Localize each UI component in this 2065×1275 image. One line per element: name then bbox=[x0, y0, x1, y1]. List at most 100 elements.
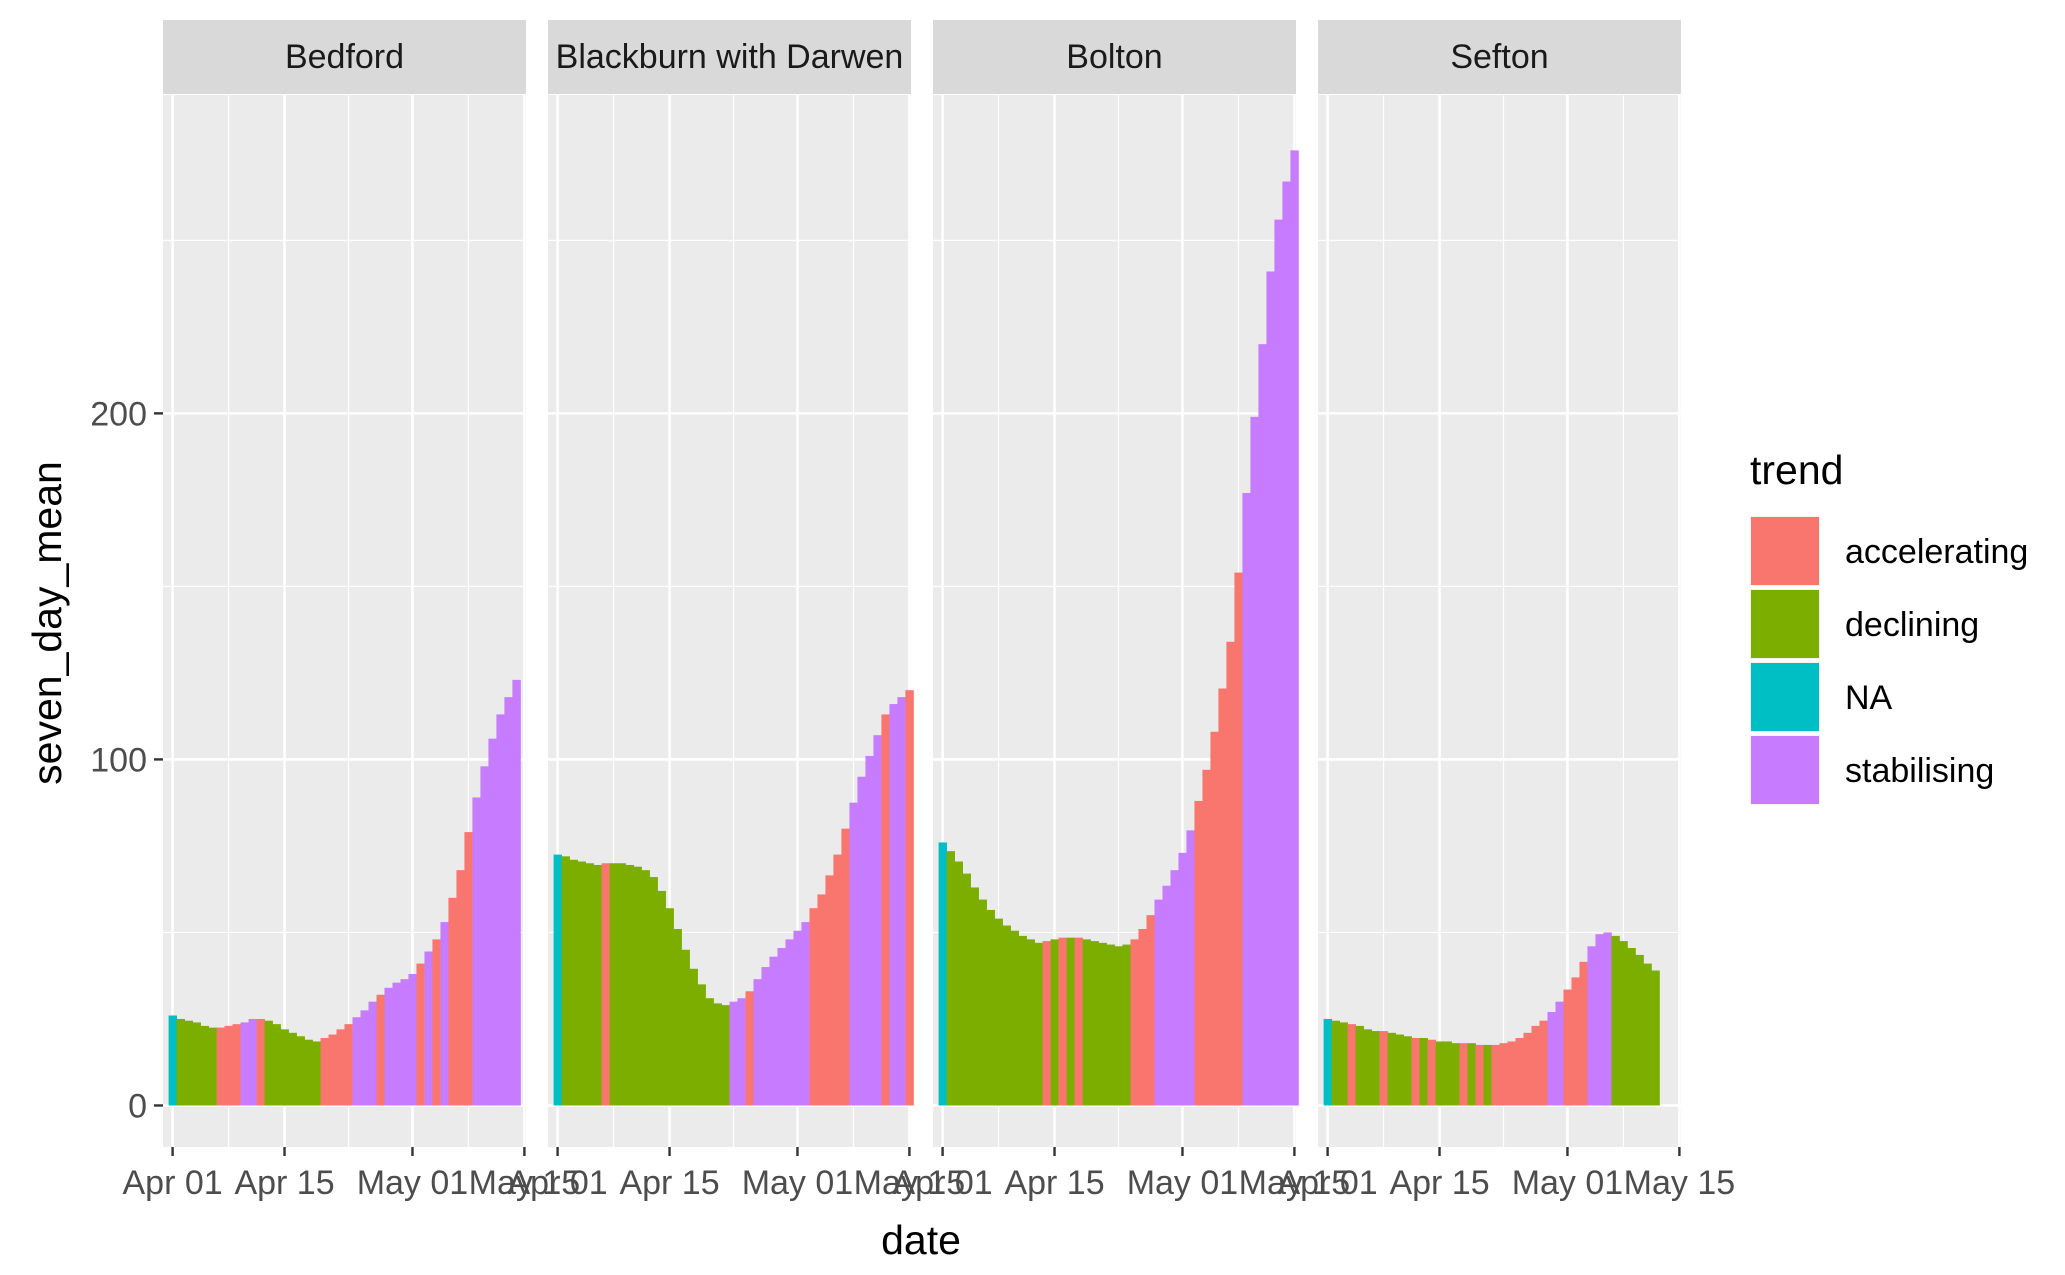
bar bbox=[833, 854, 842, 1106]
bar bbox=[392, 982, 401, 1106]
bar bbox=[729, 1001, 738, 1106]
bar bbox=[994, 918, 1003, 1106]
bar bbox=[168, 1015, 177, 1106]
bar bbox=[1467, 1043, 1476, 1106]
bar bbox=[1619, 941, 1628, 1106]
bar bbox=[1363, 1029, 1372, 1106]
bar bbox=[1515, 1037, 1524, 1106]
bar bbox=[737, 998, 746, 1106]
bar bbox=[1379, 1031, 1388, 1106]
bar bbox=[1491, 1044, 1500, 1106]
bar bbox=[304, 1039, 313, 1106]
bar bbox=[938, 842, 947, 1106]
bar bbox=[424, 951, 433, 1106]
bar bbox=[1242, 492, 1251, 1106]
bar bbox=[673, 928, 682, 1106]
bar bbox=[264, 1020, 273, 1106]
bar bbox=[785, 939, 794, 1106]
bar bbox=[753, 979, 762, 1106]
bar bbox=[232, 1024, 241, 1106]
bar bbox=[344, 1024, 353, 1106]
bar bbox=[1643, 963, 1652, 1106]
bar bbox=[1090, 941, 1099, 1106]
bar bbox=[946, 851, 955, 1106]
bar bbox=[1323, 1018, 1332, 1106]
bar bbox=[328, 1034, 337, 1106]
legend-key bbox=[1751, 590, 1819, 658]
x-tick-label: Apr 01 bbox=[1278, 1164, 1378, 1202]
bar bbox=[1290, 150, 1299, 1106]
x-tick-label: May 15 bbox=[1239, 1164, 1351, 1202]
bar bbox=[1459, 1043, 1468, 1106]
bar bbox=[400, 979, 409, 1106]
bar bbox=[1234, 572, 1243, 1106]
bar bbox=[905, 690, 914, 1106]
bar bbox=[1146, 915, 1155, 1106]
facet-strip-label: Blackburn with Darwen bbox=[556, 38, 904, 76]
facet-strip bbox=[548, 20, 911, 94]
bar bbox=[200, 1025, 209, 1106]
legend: trend accelerating declining NA stabilising bbox=[1750, 447, 2028, 805]
bar bbox=[865, 755, 874, 1106]
bar bbox=[825, 875, 834, 1106]
bar bbox=[1507, 1041, 1516, 1106]
bar bbox=[1130, 939, 1139, 1106]
legend-key bbox=[1751, 736, 1819, 804]
bar bbox=[384, 987, 393, 1106]
bar bbox=[1395, 1034, 1404, 1106]
bar bbox=[705, 998, 714, 1106]
bar bbox=[593, 864, 602, 1106]
x-tick-label: Apr 15 bbox=[1004, 1164, 1104, 1202]
bar bbox=[1138, 928, 1147, 1106]
bar bbox=[360, 1010, 369, 1106]
facet-strip bbox=[933, 20, 1296, 94]
bar bbox=[1419, 1037, 1428, 1106]
bar bbox=[609, 863, 618, 1106]
bar bbox=[1331, 1020, 1340, 1106]
bar bbox=[1010, 930, 1019, 1106]
bar bbox=[1114, 946, 1123, 1106]
bar bbox=[801, 922, 810, 1106]
bar bbox=[336, 1029, 345, 1106]
bar bbox=[216, 1027, 225, 1106]
bar bbox=[1339, 1022, 1348, 1106]
bar bbox=[1403, 1036, 1412, 1106]
bar bbox=[1603, 932, 1612, 1106]
legend-key bbox=[1751, 517, 1819, 585]
bar bbox=[256, 1018, 265, 1106]
bar bbox=[1587, 946, 1596, 1106]
bar bbox=[1595, 934, 1604, 1106]
bar bbox=[561, 856, 570, 1106]
x-tick-label: Apr 01 bbox=[123, 1164, 223, 1202]
bar bbox=[288, 1032, 297, 1106]
bar bbox=[553, 854, 562, 1106]
bar bbox=[1018, 935, 1027, 1106]
x-axis-title: date bbox=[881, 1217, 961, 1263]
bar bbox=[456, 870, 465, 1106]
bar bbox=[1226, 641, 1235, 1106]
bar bbox=[777, 948, 786, 1106]
bar bbox=[504, 697, 513, 1106]
bar bbox=[368, 1001, 377, 1106]
x-tick-label: Apr 15 bbox=[1389, 1164, 1489, 1202]
x-tick-label: May 15 bbox=[1624, 1164, 1736, 1202]
bar bbox=[897, 697, 906, 1106]
x-tick-label: May 15 bbox=[854, 1164, 966, 1202]
facet-panels: Bedford Blackburn with Darwen Bolton Sefton bbox=[163, 20, 1681, 1147]
bar bbox=[841, 828, 850, 1106]
bar bbox=[1579, 961, 1588, 1106]
x-tick-label: May 01 bbox=[1512, 1164, 1624, 1202]
bar bbox=[793, 930, 802, 1106]
bar bbox=[657, 890, 666, 1106]
bar bbox=[1218, 688, 1227, 1106]
bar bbox=[208, 1027, 217, 1106]
bar bbox=[1258, 344, 1267, 1106]
bar bbox=[176, 1018, 185, 1106]
bar bbox=[1451, 1043, 1460, 1106]
bar bbox=[496, 714, 505, 1106]
bar bbox=[649, 877, 658, 1106]
panel-2: Bolton bbox=[933, 20, 1299, 1147]
bar bbox=[641, 870, 650, 1106]
bar bbox=[1635, 954, 1644, 1106]
bar bbox=[1210, 731, 1219, 1106]
